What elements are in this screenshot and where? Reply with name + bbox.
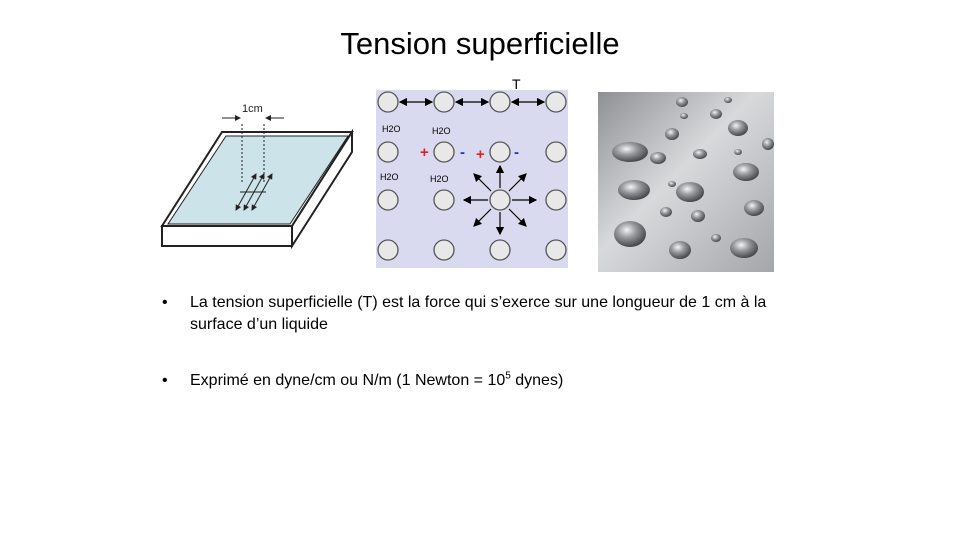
tray-measure-label: 1cm — [242, 103, 263, 115]
charge-plus-2: + — [476, 146, 485, 163]
bullet-marker: • — [162, 372, 168, 389]
bullet-superscript: 5 — [505, 370, 511, 382]
charge-plus-1: + — [420, 144, 429, 161]
charge-minus-2: - — [514, 144, 519, 161]
water-molecules-diagram: T H2O H2O H2O H2O + - + - — [376, 76, 568, 268]
water-droplets-photo — [598, 92, 774, 272]
tension-label: T — [512, 76, 521, 92]
bullet-text-definition: La tension superficielle (T) est la forc… — [190, 294, 767, 333]
h2o-label-4: H2O — [430, 174, 449, 184]
charge-minus-1: - — [460, 144, 465, 161]
bullet-text-units-before: Exprimé en dyne/cm ou N/m (1 Newton = 10 — [190, 372, 506, 389]
h2o-label-3: H2O — [380, 172, 399, 182]
liquid-tray-diagram: 1cm — [160, 103, 354, 250]
h2o-label-2: H2O — [432, 126, 451, 136]
bullet-list: • La tension superficielle (T) est la fo… — [162, 292, 802, 426]
h2o-label-1: H2O — [382, 124, 401, 134]
bullet-item-definition: • La tension superficielle (T) est la fo… — [162, 292, 802, 336]
slide-title: Tension superficielle — [340, 26, 620, 61]
molecules-background — [376, 90, 568, 268]
bullet-marker: • — [162, 294, 168, 311]
bullet-text-units-after: dynes) — [510, 372, 564, 389]
bullet-item-units: • Exprimé en dyne/cm ou N/m (1 Newton = … — [162, 370, 802, 392]
